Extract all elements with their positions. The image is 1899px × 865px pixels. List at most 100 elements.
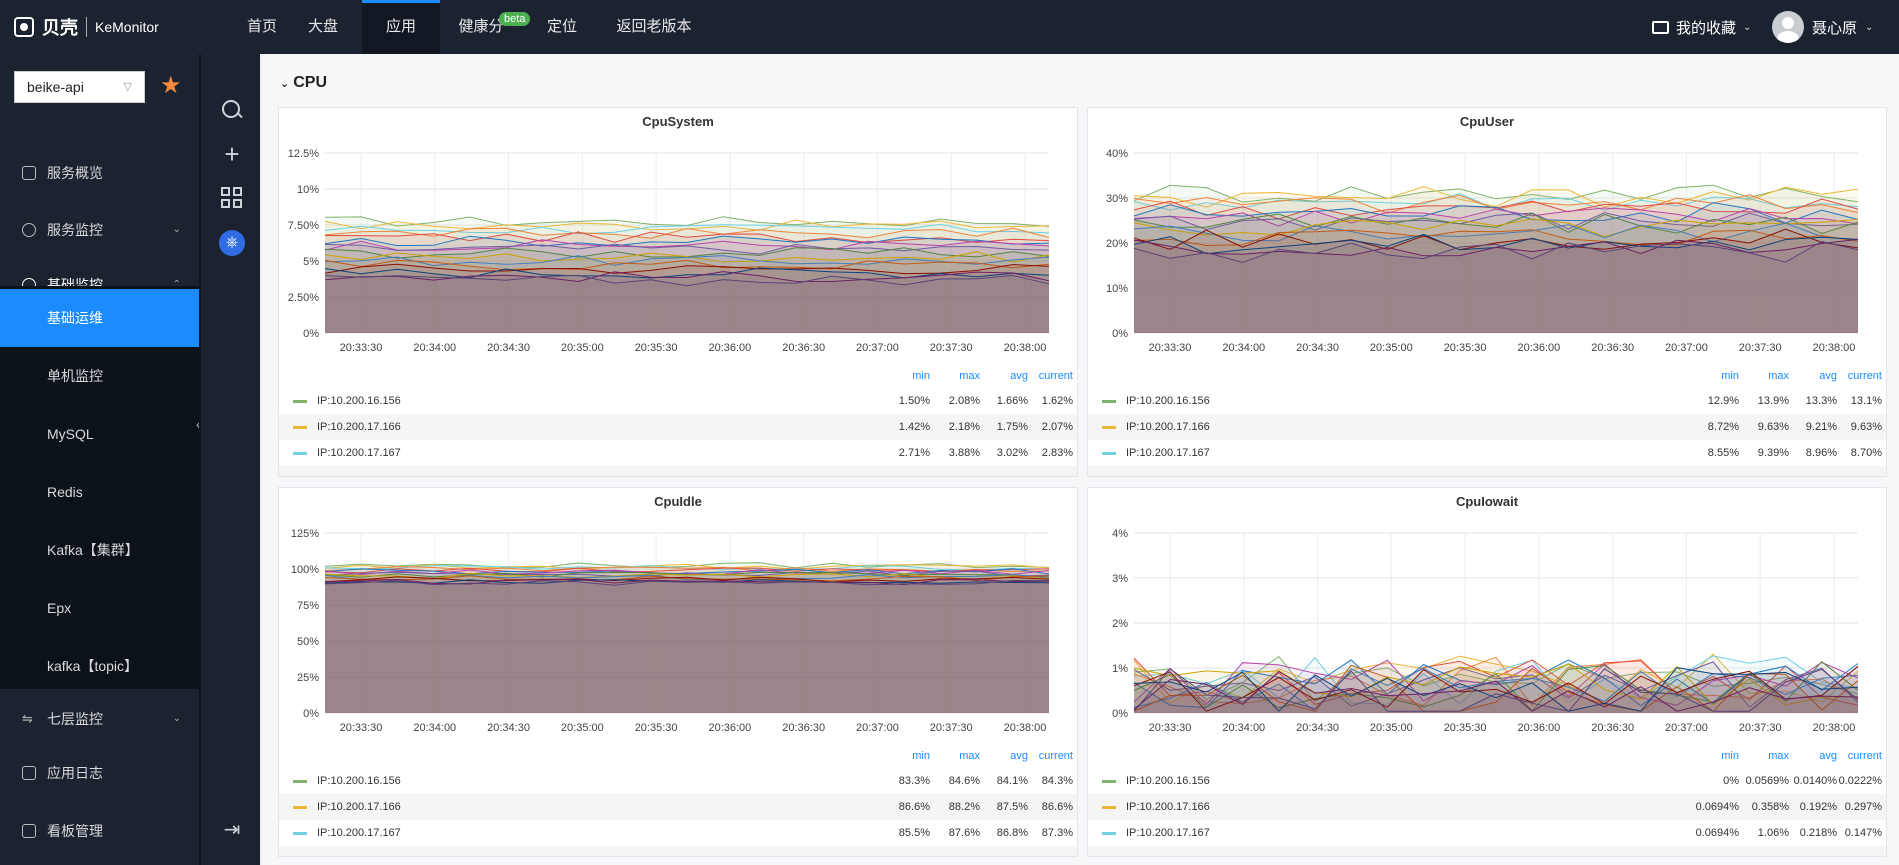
legend-header-avg[interactable]: avg — [1010, 750, 1028, 762]
kubernetes-icon[interactable]: ⎈ — [219, 230, 245, 256]
series-area — [325, 239, 1049, 333]
panel-title[interactable]: CpuUser — [1459, 114, 1515, 129]
chart-plot[interactable]: 40% 30% 20% 10% 0% 20:33:30 20:34:00 20:34:30 20… — [1088, 108, 1888, 364]
chevron-down-icon: ⌄ — [280, 78, 290, 90]
legend-header-min[interactable]: min — [912, 370, 930, 382]
legend-header-avg[interactable]: avg — [1010, 370, 1028, 382]
legend-row[interactable]: IP:10.200.16.156 12.9% 13.9% 13.3% 13.1% — [1088, 388, 1886, 414]
sidebar-item-kafka-cluster[interactable]: Kafka【集群】 — [0, 521, 199, 579]
chart-plot[interactable]: 12.5% 10% 7.50% 5% 2.50% 0% 20:33:30 20:34:00 20… — [279, 108, 1079, 364]
x-tick-label: 20:35:00 — [561, 722, 604, 734]
sidebar-item-layer7[interactable]: ⇋ 七层监控 ⌄ — [0, 690, 199, 748]
panel-title[interactable]: CpuIowait — [1455, 494, 1519, 509]
nav-old-version[interactable]: 返回老版本 — [616, 18, 692, 35]
legend-header-max[interactable]: max — [959, 750, 980, 762]
chart-legend[interactable]: min max avg current IP:10.200.16.156 12.9% 13.… — [1088, 364, 1886, 476]
logout-icon[interactable]: ⇥ — [223, 819, 241, 841]
series-area — [325, 271, 1049, 333]
sidebar-item-board[interactable]: 看板管理 — [0, 802, 199, 860]
legend-row[interactable]: IP:10.200.16.156 1.50% 2.08% 1.66% 1.62% — [279, 388, 1077, 414]
sidebar-item-overview[interactable]: 服务概览 — [0, 144, 199, 202]
legend-value-max: 87.6% — [948, 827, 980, 839]
series-line — [1133, 663, 1859, 706]
legend-row[interactable]: IP:10.200.17.167 2.71% 3.88% 3.02% 2.83% — [279, 440, 1077, 466]
collapse-sidebar-icon[interactable]: ‹ — [196, 409, 204, 439]
legend-header-avg[interactable]: avg — [1819, 370, 1837, 382]
y-tick-label: 20% — [1106, 238, 1128, 250]
plus-icon[interactable]: + — [224, 139, 240, 169]
y-tick-label: 0% — [303, 328, 319, 340]
y-tick-label: 4% — [1112, 528, 1128, 540]
sidebar-item-mysql[interactable]: MySQL — [0, 405, 199, 463]
nav-home[interactable]: 首页 — [246, 18, 277, 35]
sidebar-item-app-log[interactable]: 应用日志 — [0, 744, 199, 802]
chart-legend[interactable]: min max avg current IP:10.200.16.156 0% 0.0569… — [1088, 744, 1886, 856]
sidebar-item-basic-ops[interactable]: 基础运维 — [0, 289, 199, 347]
legend-header-min[interactable]: min — [1721, 750, 1739, 762]
nav-locate[interactable]: 定位 — [546, 18, 577, 35]
sidebar-item-single-host[interactable]: 单机监控 — [0, 347, 199, 405]
sidebar-item-label: 七层监控 — [47, 711, 103, 727]
nav-health[interactable]: 健康分 — [458, 18, 504, 35]
favorites-menu[interactable]: 我的收藏 ⌄ — [1652, 0, 1751, 54]
legend-row[interactable] — [1088, 846, 1886, 856]
legend-row[interactable]: IP:10.200.16.156 83.3% 84.6% 84.1% 84.3% — [279, 768, 1077, 794]
series-name: IP:10.200.17.167 — [317, 447, 401, 459]
search-icon[interactable] — [220, 98, 244, 122]
x-tick-label: 20:34:30 — [1296, 722, 1339, 734]
sidebar-item-epx[interactable]: Epx — [0, 579, 199, 637]
legend-value-max: 2.18% — [948, 421, 980, 433]
series-line — [324, 259, 1050, 271]
chart-plot[interactable]: 4% 3% 2% 1% 0% 20:33:30 20:34:00 20:34:30 20:35:… — [1088, 488, 1888, 744]
legend-header-min[interactable]: min — [1721, 370, 1739, 382]
legend-header-max[interactable]: max — [959, 370, 980, 382]
legend-row[interactable]: IP:10.200.17.167 0.0694% 1.06% 0.218% 0.147% — [1088, 820, 1886, 846]
sidebar-item-kafka-topic[interactable]: kafka【topic】 — [0, 637, 199, 695]
panel-title[interactable]: CpuSystem — [642, 114, 714, 129]
grid-icon[interactable] — [220, 186, 244, 210]
legend-row[interactable] — [279, 846, 1077, 856]
service-select[interactable]: beike-api ▽ — [14, 71, 145, 103]
sidebar-item-label: 单机监控 — [47, 368, 103, 384]
legend-row[interactable]: IP:10.200.17.167 85.5% 87.6% 86.8% 87.3% — [279, 820, 1077, 846]
legend-row[interactable]: IP:10.200.17.167 8.55% 9.39% 8.96% 8.70% — [1088, 440, 1886, 466]
legend-row[interactable]: IP:10.200.17.166 0.0694% 0.358% 0.192% 0.297… — [1088, 794, 1886, 820]
legend-row[interactable]: IP:10.200.17.166 8.72% 9.63% 9.21% 9.63% — [1088, 414, 1886, 440]
y-tick-label: 0% — [1112, 708, 1128, 720]
legend-row[interactable]: IP:10.200.17.166 86.6% 88.2% 87.5% 86.6% — [279, 794, 1077, 820]
sidebar-item-service-monitor[interactable]: 服务监控 ⌄ — [0, 201, 199, 259]
series-line — [1133, 202, 1859, 224]
section-toggle[interactable]: ⌄ CPU — [280, 74, 327, 92]
series-line — [324, 575, 1050, 582]
series-area — [325, 224, 1049, 333]
legend-header-current[interactable]: current — [1847, 370, 1882, 382]
sidebar-item-redis[interactable]: Redis — [0, 463, 199, 521]
legend-value-max: 9.63% — [1757, 421, 1789, 433]
x-tick-label: 20:33:30 — [340, 342, 383, 354]
legend-header-current[interactable]: current — [1847, 750, 1882, 762]
legend-row[interactable] — [1088, 466, 1886, 476]
legend-header-min[interactable]: min — [912, 750, 930, 762]
logo[interactable]: 贝壳 KeMonitor — [14, 0, 159, 54]
legend-row[interactable]: IP:10.200.17.166 1.42% 2.18% 1.75% 2.07% — [279, 414, 1077, 440]
legend-header-current[interactable]: current — [1038, 370, 1073, 382]
chart-legend[interactable]: min max avg current IP:10.200.16.156 83.3% 84.… — [279, 744, 1077, 856]
y-tick-label: 2% — [1112, 618, 1128, 630]
legend-header-max[interactable]: max — [1768, 370, 1789, 382]
legend-row[interactable] — [279, 466, 1077, 476]
legend-header-avg[interactable]: avg — [1819, 750, 1837, 762]
chart-legend[interactable]: min max avg current IP:10.200.16.156 1.50% 2.0… — [279, 364, 1077, 476]
user-menu[interactable]: 聂心原 ⌄ — [1772, 0, 1873, 54]
legend-row[interactable]: IP:10.200.16.156 0% 0.0569% 0.0140% 0.0222% — [1088, 768, 1886, 794]
series-line — [1133, 659, 1859, 706]
panel-title[interactable]: CpuIdle — [654, 494, 702, 509]
legend-header-max[interactable]: max — [1768, 750, 1789, 762]
nav-dashboard[interactable]: 大盘 — [307, 18, 338, 35]
chart-plot[interactable]: 125% 100% 75% 50% 25% 0% 20:33:30 20:34:00 20:34… — [279, 488, 1079, 744]
star-icon[interactable]: ★ — [160, 72, 182, 99]
legend-header-current[interactable]: current — [1038, 750, 1073, 762]
avatar — [1772, 11, 1804, 43]
nav-app[interactable]: 应用 — [362, 0, 440, 54]
series-area — [325, 231, 1049, 333]
legend-value-avg: 13.3% — [1805, 395, 1837, 407]
